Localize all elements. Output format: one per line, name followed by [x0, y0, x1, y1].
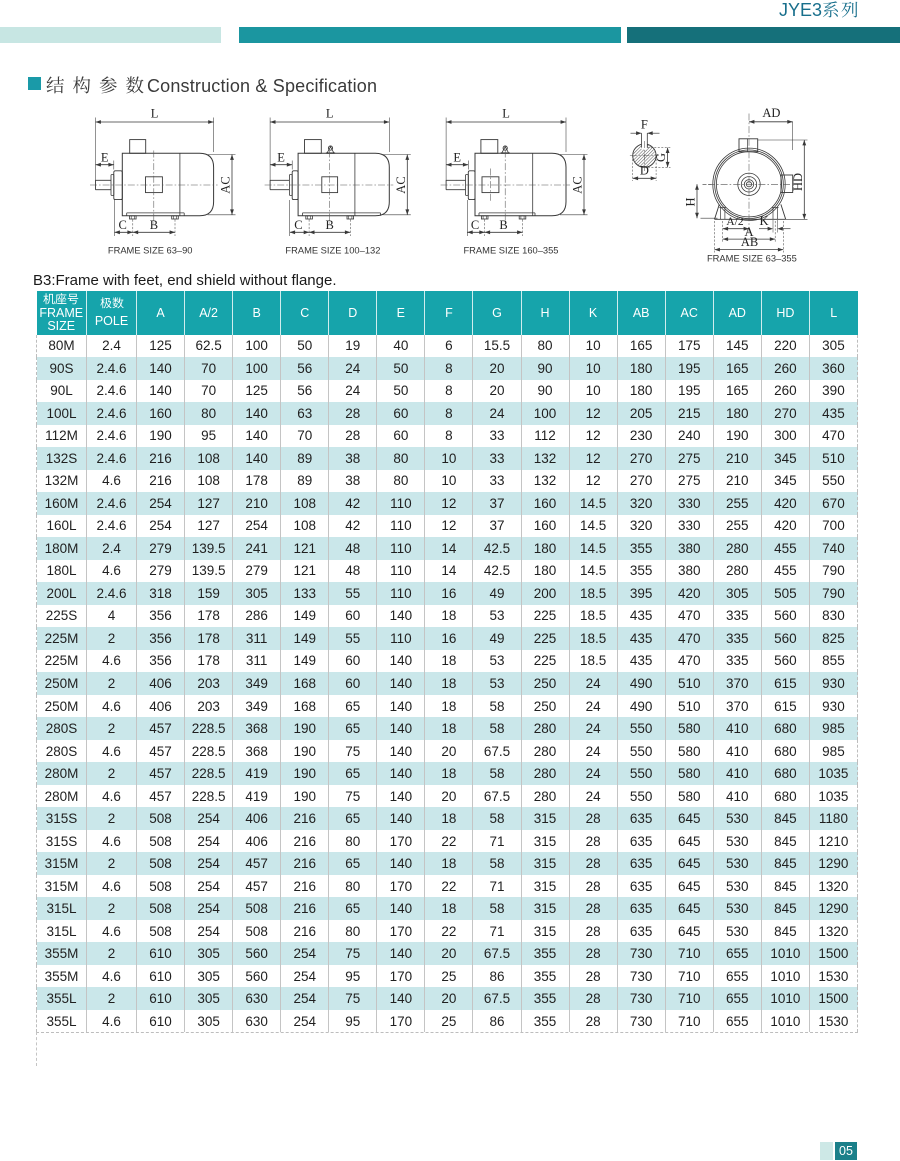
svg-text:B: B — [150, 218, 158, 232]
svg-text:AC: AC — [394, 176, 408, 193]
svg-text:FRAME SIZE 63–90: FRAME SIZE 63–90 — [108, 246, 193, 256]
svg-text:E: E — [453, 151, 461, 165]
svg-text:C: C — [119, 218, 127, 232]
svg-text:H: H — [684, 197, 698, 206]
svg-text:A/2: A/2 — [726, 216, 744, 228]
svg-text:E: E — [101, 151, 109, 165]
svg-text:D: D — [640, 164, 649, 178]
svg-text:AB: AB — [741, 235, 758, 249]
svg-text:F: F — [641, 118, 648, 132]
svg-text:AD: AD — [762, 106, 780, 120]
svg-text:C: C — [294, 218, 302, 232]
svg-text:FRAME SIZE 100–132: FRAME SIZE 100–132 — [285, 246, 380, 256]
svg-text:FRAME SIZE 160–355: FRAME SIZE 160–355 — [463, 246, 558, 256]
svg-text:B: B — [326, 218, 334, 232]
svg-text:L: L — [326, 107, 334, 121]
svg-text:FRAME SIZE 63–355: FRAME SIZE 63–355 — [707, 253, 797, 263]
svg-text:AC: AC — [571, 176, 585, 193]
svg-text:G: G — [654, 153, 668, 162]
svg-text:B: B — [499, 218, 507, 232]
svg-text:L: L — [502, 107, 510, 121]
svg-text:E: E — [277, 151, 285, 165]
svg-text:A: A — [744, 225, 753, 239]
svg-text:AC: AC — [219, 176, 233, 193]
svg-text:L: L — [151, 107, 159, 121]
svg-text:C: C — [471, 218, 479, 232]
svg-text:HD: HD — [791, 173, 805, 191]
svg-text:K: K — [759, 214, 768, 228]
